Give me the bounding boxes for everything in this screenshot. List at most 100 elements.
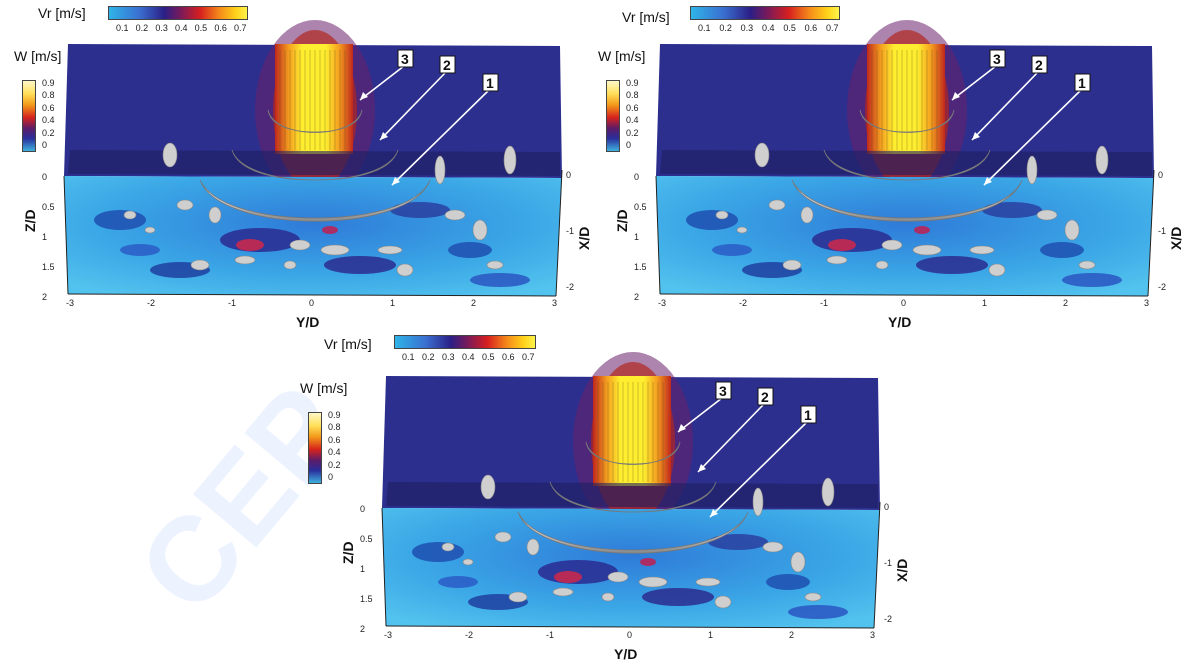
w-tick-label: 0.2 xyxy=(42,127,55,138)
flow-field-plot xyxy=(655,20,1155,297)
vortex-ring-2 xyxy=(231,149,399,181)
marker-box xyxy=(1074,73,1091,92)
vortex-structure xyxy=(283,260,297,270)
flow-field-plot xyxy=(381,352,881,629)
vortex-ring-3 xyxy=(585,441,681,465)
vortex-structure xyxy=(472,219,488,241)
vortex-structure xyxy=(1026,155,1038,185)
vr-tick-label: 0.1 xyxy=(116,23,129,33)
marker-box xyxy=(757,387,774,406)
w-tick-label: 0.4 xyxy=(42,115,55,126)
vortex-structure xyxy=(881,239,903,251)
z-tick-label: 1.5 xyxy=(42,262,55,272)
vr-tick-label: 0.3 xyxy=(740,23,754,33)
z-tick-label: 0 xyxy=(634,172,640,182)
vortex-structure xyxy=(988,263,1006,277)
vr-tick-label: 0.6 xyxy=(214,23,227,33)
z-tick-label: 2 xyxy=(360,624,366,634)
y-tick-label: 1 xyxy=(982,298,988,308)
flow-field-plot xyxy=(63,20,563,297)
w-colorbar xyxy=(606,80,620,152)
vortex-structure xyxy=(508,591,528,603)
marker-box xyxy=(800,405,817,424)
vortex-structure xyxy=(790,551,806,573)
w-colorbar-title: W [m/s] xyxy=(300,380,348,396)
vr-tick-label: 0.2 xyxy=(422,352,435,362)
vr-colorbar-title: Vr [m/s] xyxy=(324,336,372,352)
vr-colorbar xyxy=(690,6,840,20)
w-tick-label: 0.2 xyxy=(328,459,341,470)
vr-tick-label: 0.5 xyxy=(194,23,208,33)
vortex-structure xyxy=(752,487,764,517)
z-tick-label: 0.5 xyxy=(42,202,55,212)
x-tick-label: -1 xyxy=(884,558,893,568)
w-tick-label: 0 xyxy=(626,140,632,150)
y-tick-label: 0 xyxy=(309,298,315,308)
vortex-structure xyxy=(494,531,512,543)
marker-label: 1 xyxy=(1078,75,1086,91)
vortex-ring-1 xyxy=(199,179,431,222)
vr-tick-label: 0.2 xyxy=(135,23,149,33)
y-tick-label: -2 xyxy=(465,630,474,640)
y-tick-label: -3 xyxy=(658,298,667,308)
vortex-structure xyxy=(714,595,732,609)
x-tick-label: -2 xyxy=(566,282,575,292)
vortex-structure xyxy=(441,542,455,552)
vortex-structure xyxy=(320,244,350,256)
z-tick-label: 0 xyxy=(42,172,48,182)
vortex-ring-1 xyxy=(517,511,749,554)
z-tick-label: 2 xyxy=(634,292,640,302)
vortex-structure xyxy=(601,592,615,602)
vortex-structure xyxy=(289,239,311,251)
marker-box xyxy=(439,55,456,74)
y-tick-label: -2 xyxy=(147,298,156,308)
vr-colorbar-title: Vr [m/s] xyxy=(622,9,670,25)
marker-label: 2 xyxy=(761,389,769,405)
z-tick-label: 1 xyxy=(360,564,366,574)
vr-tick-label: 0.6 xyxy=(502,352,515,362)
vr-tick-label: 0.4 xyxy=(762,23,775,33)
vortex-structure xyxy=(695,577,721,587)
y-tick-label: 0 xyxy=(627,630,633,640)
vortex-structure xyxy=(480,474,496,500)
vortex-ring-1 xyxy=(791,179,1023,222)
y-tick-label: -1 xyxy=(820,298,829,308)
w-tick-label: 0.9 xyxy=(626,78,639,88)
w-tick-label: 0.4 xyxy=(626,115,639,126)
y-tick-label: 3 xyxy=(552,298,558,308)
marker-label: 3 xyxy=(401,51,409,67)
z-tick-label: 1 xyxy=(42,232,48,242)
x-tick-label: -2 xyxy=(1158,282,1167,292)
vortex-structure xyxy=(162,142,178,168)
y-tick-label: -1 xyxy=(546,630,555,640)
vortex-structure xyxy=(1095,145,1109,175)
marker-box xyxy=(715,381,732,400)
w-tick-label: 0.4 xyxy=(328,447,341,458)
vortex-structure xyxy=(821,477,835,507)
marker-box xyxy=(989,49,1006,68)
vr-tick-label: 0.3 xyxy=(155,23,168,33)
z-tick-label: 1.5 xyxy=(634,262,647,272)
y-axis-title: Y/D xyxy=(296,314,320,330)
w-colorbar xyxy=(308,412,322,484)
z-tick-label: 0 xyxy=(360,504,366,514)
y-tick-label: 3 xyxy=(1144,298,1150,308)
vr-tick-label: 0.7 xyxy=(826,23,839,33)
w-tick-label: 0.8 xyxy=(626,90,639,101)
x-tick-label: 0 xyxy=(884,502,890,512)
z-axis-title: Z/D xyxy=(340,541,356,564)
y-tick-label: 2 xyxy=(471,298,477,308)
w-tick-label: 0 xyxy=(42,140,48,150)
w-tick-label: 0.6 xyxy=(328,434,341,445)
vr-colorbar xyxy=(108,6,248,20)
jet-core xyxy=(593,376,671,486)
vr-tick-label: 0.4 xyxy=(462,352,475,362)
vortex-structure xyxy=(377,245,403,255)
vortex-structure xyxy=(486,260,504,270)
w-colorbar-title: W [m/s] xyxy=(14,48,62,64)
w-tick-label: 0.8 xyxy=(42,90,55,101)
vortex-structure xyxy=(552,587,574,597)
vr-colorbar xyxy=(394,335,536,349)
